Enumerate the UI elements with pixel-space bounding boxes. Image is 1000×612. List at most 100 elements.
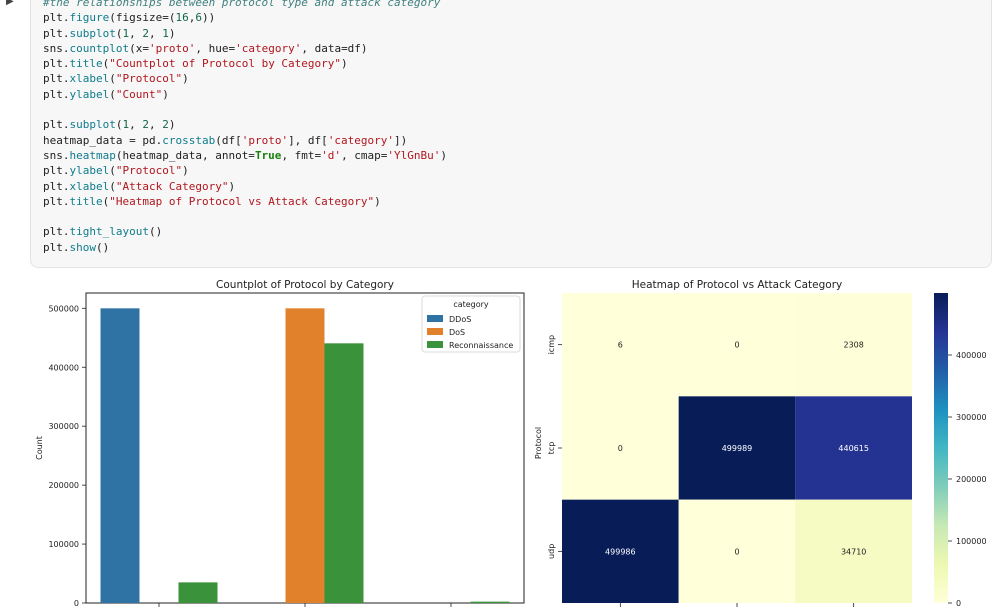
heatmap-annotation: 0 <box>734 341 739 350</box>
code-line: sns.heatmap(heatmap_data, annot=True, fm… <box>43 148 447 163</box>
code-token: sns. <box>43 148 70 162</box>
countplot-ytick-label: 200000 <box>48 481 79 490</box>
legend-swatch-reconnaissance <box>427 341 443 348</box>
code-token: , <box>148 26 163 40</box>
countplot-chart: Countplot of Protocol by Category 0 100000… <box>35 279 525 608</box>
code-token: , cmap= <box>341 148 388 162</box>
code-token: True <box>254 148 282 162</box>
code-token: ylabel <box>69 87 110 101</box>
code-line: plt.xlabel("Attack Category") <box>43 179 447 194</box>
code-token: 'proto' <box>241 133 289 147</box>
code-token: (heatmap_data, annot= <box>115 148 255 162</box>
code-token: )) <box>201 11 216 25</box>
heatmap-annotation: 0 <box>618 444 623 453</box>
legend-box <box>421 295 521 353</box>
code-token: plt. <box>43 72 70 86</box>
colorbar-tick-label: 100000 <box>956 537 987 546</box>
heatmap-cell-1-1 <box>678 396 796 500</box>
code-token: ) <box>182 164 189 178</box>
heatmap-cell-0-1 <box>678 293 796 397</box>
code-token: ( <box>109 164 116 178</box>
code-token: "Countplot of Protocol by Category" <box>109 57 342 71</box>
bar-reconnaissance-1 <box>324 343 364 603</box>
code-token: ) <box>374 194 381 208</box>
code-token: ) <box>341 57 348 71</box>
code-token: ) <box>168 26 176 40</box>
countplot-ytick-label: 100000 <box>48 540 79 549</box>
code-token: 1 <box>162 26 169 40</box>
code-token: 1 <box>122 118 130 132</box>
code-line: #the relationships between protocol type… <box>43 0 447 10</box>
legend-swatch-dos <box>427 328 443 335</box>
heatmap-annotation: 6 <box>618 341 623 350</box>
legend-title: category <box>453 300 489 309</box>
code-token: ( <box>109 87 116 101</box>
heatmap-annotation: 499986 <box>605 547 636 556</box>
code-token: "Protocol" <box>115 164 183 178</box>
heatmap-annotation: 0 <box>734 547 739 556</box>
countplot-title: Countplot of Protocol by Category <box>216 279 394 291</box>
code-editor[interactable]: #the relationships between protocol type… <box>43 0 447 255</box>
code-token: 2 <box>142 26 149 40</box>
code-token: plt. <box>43 57 70 71</box>
code-line: plt.tight_layout() <box>43 224 447 239</box>
code-token: crosstab <box>162 133 216 147</box>
heatmap-title: Heatmap of Protocol vs Attack Category <box>632 279 843 291</box>
code-token: , <box>188 11 196 25</box>
code-token: plt. <box>43 194 70 208</box>
heatmap-cell-0-0 <box>562 293 679 397</box>
run-cell-icon[interactable]: ▶ <box>6 0 14 7</box>
code-token: xlabel <box>69 179 110 193</box>
code-token: () <box>96 240 110 254</box>
countplot-ytick-label: 500000 <box>48 304 79 313</box>
code-token: heatmap_data = pd. <box>43 133 163 147</box>
code-token: #the relationships between protocol type… <box>43 0 441 9</box>
code-line: heatmap_data = pd.crosstab(df['proto'], … <box>43 133 447 148</box>
code-token: show <box>69 240 97 254</box>
code-token: "Protocol" <box>115 72 183 86</box>
colorbar-tick-label: 400000 <box>956 351 987 360</box>
heatmap-cell-1-2 <box>795 396 912 500</box>
code-token: 2 <box>142 118 149 132</box>
code-token: ) <box>440 148 448 162</box>
code-token: 'proto' <box>148 41 196 55</box>
heatmap-cell-2-0 <box>562 499 679 603</box>
heatmap-cell-2-1 <box>678 499 796 603</box>
code-token: ) <box>228 179 236 193</box>
code-token: "Attack Category" <box>115 179 229 193</box>
code-token: ( <box>115 118 123 132</box>
code-token: , <box>129 118 143 132</box>
code-token: ylabel <box>69 164 110 178</box>
code-line: plt.figure(figsize=(16,6)) <box>43 10 447 25</box>
heatmap-annotation: 34710 <box>841 547 866 556</box>
code-token: xlabel <box>69 72 110 86</box>
bar-ddos-0 <box>100 308 140 603</box>
countplot-ytick-label: 400000 <box>48 363 79 372</box>
code-token: ) <box>168 118 176 132</box>
code-token: , <box>148 118 163 132</box>
code-line: plt.xlabel("Protocol") <box>43 71 447 86</box>
code-token: figure <box>69 11 110 25</box>
code-token: 6 <box>195 11 202 25</box>
heatmap-annotation: 499989 <box>722 444 753 453</box>
legend-swatch-ddos <box>427 315 443 322</box>
code-token: ) <box>162 87 169 101</box>
code-token: ( <box>109 179 116 193</box>
code-line: plt.ylabel("Protocol") <box>43 163 447 178</box>
bar-reconnaissance-0 <box>178 582 218 603</box>
code-line: plt.title("Countplot of Protocol by Cate… <box>43 56 447 71</box>
code-token: title <box>69 57 103 71</box>
code-token: 16 <box>175 11 189 25</box>
code-token: tight_layout <box>69 225 149 239</box>
colorbar <box>934 293 948 603</box>
code-cell[interactable]: #the relationships between protocol type… <box>30 0 992 268</box>
heatmap-cell-0-2 <box>795 293 912 397</box>
code-token: subplot <box>69 26 116 40</box>
legend-label-ddos: DDoS <box>449 315 471 324</box>
code-token: , hue= <box>195 41 236 55</box>
code-token: (x= <box>129 41 149 55</box>
legend-label-reconnaissance: Reconnaissance <box>449 341 513 350</box>
code-token: (df[ <box>215 133 242 147</box>
heatmap-row-label: udp <box>547 544 556 559</box>
